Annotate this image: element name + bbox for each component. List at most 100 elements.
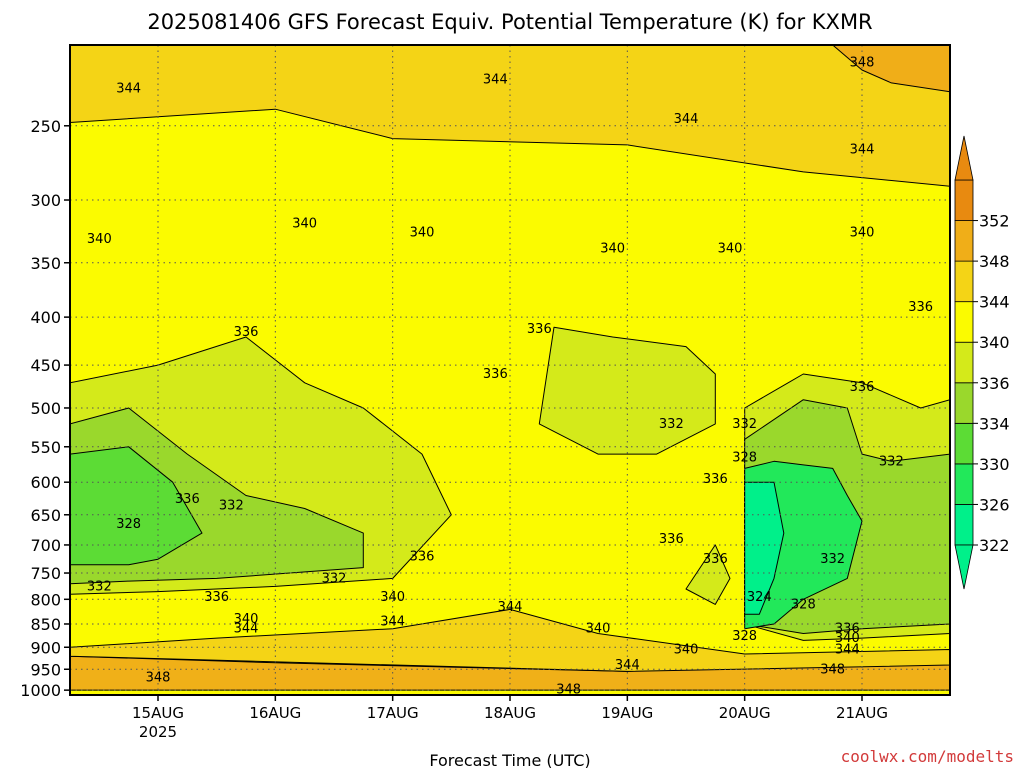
y-tick-label: 500 — [30, 399, 61, 418]
y-tick-label: 700 — [30, 536, 61, 555]
contour-label: 344 — [674, 112, 699, 127]
contour-label: 324 — [747, 590, 772, 605]
colorbar-segment — [954, 179, 974, 221]
colorbar-segment — [954, 260, 974, 303]
colorbar-segment — [954, 382, 974, 424]
colorbar-label: 344 — [979, 293, 1010, 312]
colorbar-label: 330 — [979, 455, 1010, 474]
contour-label: 336 — [659, 532, 684, 547]
colorbar-segment — [954, 220, 974, 262]
contour-label: 340 — [850, 226, 875, 241]
contour-label: 336 — [204, 590, 229, 605]
contour-label: 332 — [322, 571, 347, 586]
y-tick-label: 750 — [30, 564, 61, 583]
contour-label: 336 — [527, 322, 552, 337]
y-tick-label: 600 — [30, 473, 61, 492]
colorbar-label: 336 — [979, 374, 1010, 393]
contour-label: 328 — [116, 517, 141, 532]
y-tick-label: 300 — [30, 191, 61, 210]
y-tick-label: 250 — [30, 117, 61, 136]
y-tick-label: 650 — [30, 506, 61, 525]
chart-title: 2025081406 GFS Forecast Equiv. Potential… — [147, 10, 872, 34]
contour-label: 336 — [703, 472, 728, 487]
colorbar-extend-high — [954, 135, 974, 181]
y-tick-label: 350 — [30, 254, 61, 273]
contour-label: 332 — [659, 417, 684, 432]
contour-label: 348 — [146, 671, 171, 686]
contour-label: 344 — [483, 72, 508, 87]
colorbar: 322 326 330 334 336 340 344 348 352 — [954, 135, 1010, 590]
contour-label: 340 — [586, 622, 611, 637]
colorbar-label: 348 — [979, 252, 1010, 271]
contour-label: 332 — [219, 498, 244, 513]
contour-label: 340 — [835, 631, 860, 646]
x-tick-sublabel: 2025 — [139, 723, 177, 741]
contour-label: 332 — [879, 454, 904, 469]
colorbar-label: 340 — [979, 333, 1010, 352]
contour-label: 344 — [835, 643, 860, 658]
contour-label: 340 — [234, 612, 259, 627]
colorbar-label: 326 — [979, 495, 1010, 514]
contour-label: 348 — [850, 55, 875, 70]
colorbar-label: 322 — [979, 536, 1010, 555]
x-tick-label: 18AUG — [484, 704, 536, 722]
contour-label: 344 — [380, 615, 405, 630]
contour-label: 344 — [615, 658, 640, 673]
credit-link[interactable]: coolwx.com/modelts — [841, 747, 1014, 766]
contour-label: 328 — [732, 451, 757, 466]
contour-label: 340 — [718, 242, 743, 257]
theta-e-region-336 — [685, 544, 731, 605]
contour-label: 340 — [410, 226, 435, 241]
contour-label: 348 — [820, 662, 845, 677]
contour-label: 336 — [703, 552, 728, 567]
contour-label: 336 — [234, 325, 259, 340]
y-tick-label: 900 — [30, 638, 61, 657]
contour-label: 348 — [556, 682, 581, 697]
contour-label: 344 — [116, 81, 141, 96]
x-tick-label: 19AUG — [601, 704, 653, 722]
y-tick-label: 1000 — [20, 681, 61, 700]
y-tick-label: 450 — [30, 356, 61, 375]
y-tick-label: 850 — [30, 615, 61, 634]
x-tick-label: 21AUG — [836, 704, 888, 722]
colorbar-label: 334 — [979, 414, 1010, 433]
contour-label: 328 — [732, 629, 757, 644]
contour-label: 332 — [87, 579, 112, 594]
colorbar-segment — [954, 422, 974, 465]
x-axis-label: Forecast Time (UTC) — [429, 751, 590, 768]
y-tick-label: 400 — [30, 308, 61, 327]
contour-label: 340 — [674, 643, 699, 658]
x-tick-label: 16AUG — [249, 704, 301, 722]
colorbar-segment — [954, 341, 974, 384]
contour-label: 332 — [820, 552, 845, 567]
x-tick-label: 20AUG — [719, 704, 771, 722]
contour-label: 336 — [835, 622, 860, 637]
contour-label: 336 — [850, 380, 875, 395]
x-tick-label: 15AUG — [132, 704, 184, 722]
contour-label: 332 — [732, 417, 757, 432]
contour-label: 344 — [498, 600, 523, 615]
contour-label: 336 — [410, 549, 435, 564]
contour-label: 340 — [292, 217, 317, 232]
contour-label: 336 — [175, 492, 200, 507]
contour-label: 340 — [380, 590, 405, 605]
y-tick-label: 550 — [30, 438, 61, 457]
colorbar-segment — [954, 301, 974, 343]
contour-label: 340 — [87, 232, 112, 247]
theta-e-region-336 — [538, 326, 716, 455]
colorbar-segment — [954, 504, 974, 546]
colorbar-label: 352 — [979, 212, 1010, 231]
y-tick-label: 950 — [30, 660, 61, 679]
contour-label: 340 — [600, 242, 625, 257]
colorbar-extend-low — [954, 544, 974, 590]
theta-e-region-328 — [70, 446, 203, 566]
contour-label: 336 — [483, 367, 508, 382]
contour-label: 344 — [850, 143, 875, 158]
contour-label: 336 — [908, 300, 933, 315]
x-tick-label: 17AUG — [367, 704, 419, 722]
contour-label: 344 — [234, 622, 259, 637]
y-tick-label: 800 — [30, 590, 61, 609]
